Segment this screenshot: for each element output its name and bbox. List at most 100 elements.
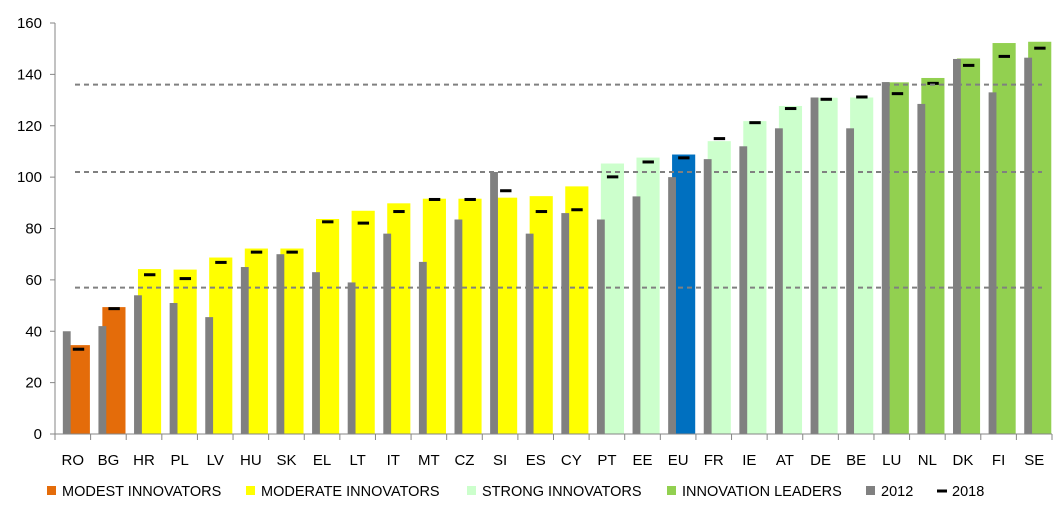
x-tick-label: ES (526, 452, 546, 469)
y-tick-label: 20 (25, 375, 42, 392)
marker-2018-LU (891, 92, 904, 96)
marker-2018-LV (215, 260, 227, 264)
bar-2012-EL (312, 272, 320, 434)
marker-2018-CY (571, 208, 583, 212)
x-tick-label: SI (493, 452, 507, 469)
y-tick-label: 160 (17, 15, 42, 32)
bar-current-PT (600, 163, 625, 434)
bar-current-BE (850, 97, 874, 435)
bar-current-LT (351, 210, 375, 434)
axes: RO BG HR PL LV HU SK EL LT IT MT CZ SI ES CY PT EE EU FR IE… (17, 15, 1053, 469)
bar-2012-NL (917, 103, 926, 435)
y-tick-label: 140 (17, 66, 42, 83)
bar-current-DE (814, 97, 838, 435)
bar-2012-SK (276, 254, 285, 434)
bar-2012-LT (347, 282, 356, 434)
bar-2012-BE (846, 128, 855, 434)
x-tick-label: IE (742, 452, 756, 469)
y-tick-label: 80 (25, 221, 42, 238)
bar-current-CZ (458, 198, 482, 434)
x-tick-label: CZ (454, 452, 474, 469)
y-tick-label: 0 (34, 426, 42, 443)
bar-current-EU (672, 154, 696, 434)
marker-2018-SE (1034, 46, 1046, 50)
bar-current-IE (743, 121, 767, 434)
x-tick-label: PL (170, 452, 188, 469)
x-tick-label: SK (276, 452, 296, 469)
legend: MODEST INNOVATORS MODERATE INNOVATORS STRO… (47, 484, 984, 500)
bar-current-HU (244, 248, 268, 434)
x-tick-label: FR (704, 452, 724, 469)
marker-2018-FI (998, 54, 1010, 58)
bar-current-PL (173, 269, 197, 434)
marker-2018-CZ (464, 197, 476, 201)
x-tick-label: EL (313, 452, 331, 469)
reference-lines (75, 83, 1042, 289)
bar-2012-HU (240, 267, 249, 434)
x-tick-label: HU (240, 452, 262, 469)
bar-2012-FI (988, 92, 997, 434)
x-tick-label: SE (1024, 452, 1044, 469)
bar-2012-CY (561, 213, 570, 434)
bar-current-SE (1028, 41, 1052, 435)
marker-2018-FR (713, 137, 726, 141)
y-tick-label: 100 (17, 169, 42, 186)
bar-2012-SE (1024, 57, 1033, 434)
bar-2012-LV (205, 317, 214, 434)
marker-2018-RO (72, 347, 85, 351)
bar-current-CY (565, 186, 589, 434)
bar-2012-PL (169, 302, 178, 434)
legend-label-moderate: MODERATE INNOVATORS (261, 484, 440, 500)
bar-current-EL (316, 218, 340, 434)
bar-current-FI (992, 43, 1016, 434)
marker-2018-LT (357, 221, 370, 225)
bar-current-SI (494, 197, 518, 434)
x-tick-label: LV (207, 452, 224, 469)
marker-2018-DK (962, 63, 975, 67)
y-tick-label: 40 (25, 323, 42, 340)
marker-2018-HU (250, 250, 263, 254)
bar-current-LV (209, 257, 233, 434)
bar-current-DK (956, 58, 981, 434)
marker-2018-AT (784, 107, 797, 111)
x-tick-label: HR (133, 452, 155, 469)
bar-current-MT (422, 198, 446, 434)
marker-2018-BG (108, 307, 120, 311)
x-tick-label: EU (668, 452, 689, 469)
bar-current-IT (387, 203, 411, 434)
x-tick-label: CY (561, 452, 582, 469)
bar-current-HR (137, 269, 162, 434)
bar-2012-IT (383, 233, 392, 434)
bar-layer (62, 41, 1052, 435)
bar-current-FR (707, 141, 731, 434)
marker-2018-NL (927, 81, 939, 85)
x-tick-label: RO (62, 452, 85, 469)
bar-current-BG (102, 307, 126, 434)
marker-2018-EU (678, 156, 690, 160)
x-tick-label: LT (349, 452, 365, 469)
bar-2012-EU (668, 177, 676, 434)
bar-2012-DK (953, 58, 961, 435)
bar-2012-SI (490, 171, 498, 435)
bar-2012-MT (418, 261, 427, 434)
bar-2012-CZ (454, 219, 463, 434)
marker-2018-SK (286, 250, 298, 254)
marker-2018-ES (535, 210, 548, 214)
x-tick-label: BG (98, 452, 120, 469)
legend-swatch-modest (47, 486, 56, 495)
y-tick-label: 60 (25, 272, 42, 289)
legend-swatch-moderate (246, 486, 255, 495)
bar-2012-HR (134, 295, 142, 434)
marker-2018-BE (856, 95, 868, 99)
x-tick-label: NL (918, 452, 937, 469)
legend-swatch-2018 (937, 489, 947, 493)
bar-2012-EE (632, 196, 641, 434)
x-tick-label: DE (810, 452, 831, 469)
bar-2012-IE (739, 146, 748, 435)
bar-current-SK (280, 248, 304, 434)
marker-2018-EL (322, 220, 334, 224)
x-tick-label: MT (418, 452, 440, 469)
x-tick-label: FI (992, 452, 1005, 469)
bar-2012-FR (703, 159, 712, 435)
